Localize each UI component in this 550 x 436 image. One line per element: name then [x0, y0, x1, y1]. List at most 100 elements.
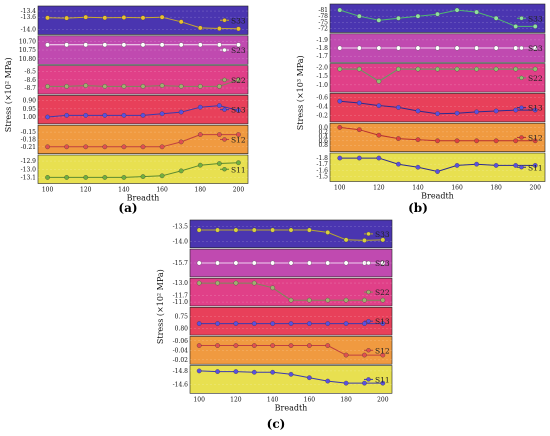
- ytick-S11-0: -13.1: [21, 174, 36, 181]
- data-point-S22-8: [493, 66, 499, 72]
- legend-label-S12: S12: [375, 346, 390, 355]
- data-point-S11-4: [121, 175, 127, 180]
- legend-marker-S11: [222, 167, 227, 172]
- data-point-S23-10: [532, 45, 538, 51]
- data-point-S13-3: [251, 321, 257, 326]
- xtick-1: 120: [80, 187, 92, 194]
- data-point-S23-1: [64, 42, 69, 48]
- ytick-S23-0: -1.9: [316, 37, 328, 44]
- data-point-S22-2: [233, 280, 239, 286]
- data-point-S11-1: [64, 175, 69, 180]
- data-point-S11-1: [356, 155, 362, 161]
- ytick-S12-1: -0.18: [21, 136, 37, 143]
- data-point-S33-0: [337, 7, 343, 13]
- ytick-S11-0: -1.8: [316, 155, 328, 162]
- data-point-S12-2: [233, 343, 239, 348]
- data-point-S13-6: [159, 111, 165, 117]
- data-point-S23-3: [396, 45, 401, 51]
- data-point-S33-6: [307, 227, 312, 233]
- data-point-S13-8: [343, 321, 349, 326]
- chart-panel-a: -14.0 -13.6-13.4 S33 10.80 10.75 10.70 S23 -8.7…: [4, 5, 249, 203]
- data-point-S22-7: [325, 297, 331, 303]
- ytick-S23-2: 10.70: [19, 38, 36, 45]
- data-point-S22-1: [64, 84, 69, 89]
- data-point-S33-0: [196, 227, 202, 233]
- legend-label-S33: S33: [231, 16, 246, 25]
- data-point-S23-2: [233, 260, 239, 266]
- data-point-S23-4: [121, 42, 127, 48]
- data-point-S33-8: [493, 15, 499, 21]
- data-point-S22-4: [121, 84, 127, 89]
- ytick-S12-2: -0.02: [173, 357, 189, 364]
- data-point-S23-10: [380, 260, 386, 266]
- data-point-S23-4: [415, 45, 421, 51]
- data-point-S12-1: [356, 127, 362, 133]
- data-point-S13-7: [178, 109, 184, 115]
- ytick-S13-2: 0.90: [23, 98, 37, 105]
- data-point-S33-4: [121, 15, 127, 20]
- ytick-S13-0: 0.80: [175, 325, 189, 332]
- data-point-S33-10: [380, 237, 386, 243]
- ytick-S11-1: -13.0: [21, 166, 37, 173]
- subplot-S33-background: [189, 219, 393, 249]
- ytick-S22-1: -11.7: [173, 292, 189, 299]
- data-point-S22-0: [196, 280, 202, 286]
- data-point-S23-2: [83, 42, 89, 48]
- data-point-S23-5: [288, 260, 294, 266]
- data-point-S22-7: [178, 84, 184, 89]
- data-point-S22-4: [415, 66, 421, 72]
- data-point-S22-9: [362, 297, 367, 303]
- data-point-S13-8: [493, 108, 499, 114]
- data-point-S12-6: [307, 343, 312, 348]
- data-point-S22-9: [513, 66, 519, 72]
- data-point-S22-1: [215, 280, 220, 286]
- data-point-S11-9: [362, 380, 367, 386]
- data-point-S11-5: [435, 169, 440, 174]
- ytick-S12-0: -0.21: [21, 144, 36, 151]
- ytick-S33-1: -13.5: [173, 223, 189, 230]
- data-point-S11-6: [307, 375, 312, 381]
- data-point-S13-1: [64, 113, 69, 118]
- legend-label-S13: S13: [375, 317, 390, 326]
- data-point-S12-2: [83, 144, 89, 150]
- ytick-S12-3: 0.6: [318, 138, 328, 145]
- data-point-S12-9: [513, 138, 519, 144]
- data-point-S22-0: [337, 66, 343, 72]
- legend-marker-S12: [222, 137, 227, 142]
- data-point-S33-7: [178, 19, 184, 25]
- data-point-S12-8: [197, 132, 203, 137]
- data-point-S11-7: [325, 378, 331, 384]
- data-point-S22-2: [83, 83, 89, 88]
- legend-label-S23: S23: [231, 46, 246, 55]
- data-point-S33-2: [83, 14, 89, 20]
- data-point-S33-3: [396, 15, 401, 21]
- data-point-S13-5: [435, 111, 440, 117]
- ytick-S23-1: -1.8: [316, 45, 328, 52]
- ytick-S11-2: -12.9: [21, 158, 37, 165]
- data-point-S11-5: [288, 371, 294, 377]
- x-axis-label: Breadth: [127, 194, 160, 203]
- ytick-S22-2: -1.0: [316, 82, 328, 89]
- data-point-S23-8: [197, 42, 203, 48]
- legend-label-S11: S11: [528, 163, 543, 172]
- legend-label-S33: S33: [375, 230, 390, 239]
- data-point-S22-1: [356, 66, 362, 72]
- ytick-S22-1: -1.5: [316, 73, 328, 80]
- xtick-1: 120: [373, 185, 385, 192]
- legend-marker-S12: [366, 348, 371, 353]
- data-point-S23-6: [454, 45, 460, 51]
- data-point-S11-7: [474, 161, 479, 167]
- x-axis-label: Breadth: [275, 403, 308, 412]
- data-point-S22-5: [140, 84, 146, 89]
- data-point-S12-0: [45, 144, 50, 150]
- data-point-S13-1: [215, 321, 220, 326]
- data-point-S12-1: [64, 144, 69, 150]
- data-point-S11-0: [196, 368, 202, 374]
- ytick-S13-1: 0.75: [175, 313, 189, 320]
- data-point-S12-7: [474, 138, 479, 144]
- data-point-S13-0: [196, 321, 202, 326]
- data-point-S12-5: [288, 343, 294, 348]
- data-point-S12-5: [140, 144, 146, 150]
- data-point-S33-9: [217, 26, 222, 31]
- data-point-S13-10: [236, 108, 241, 113]
